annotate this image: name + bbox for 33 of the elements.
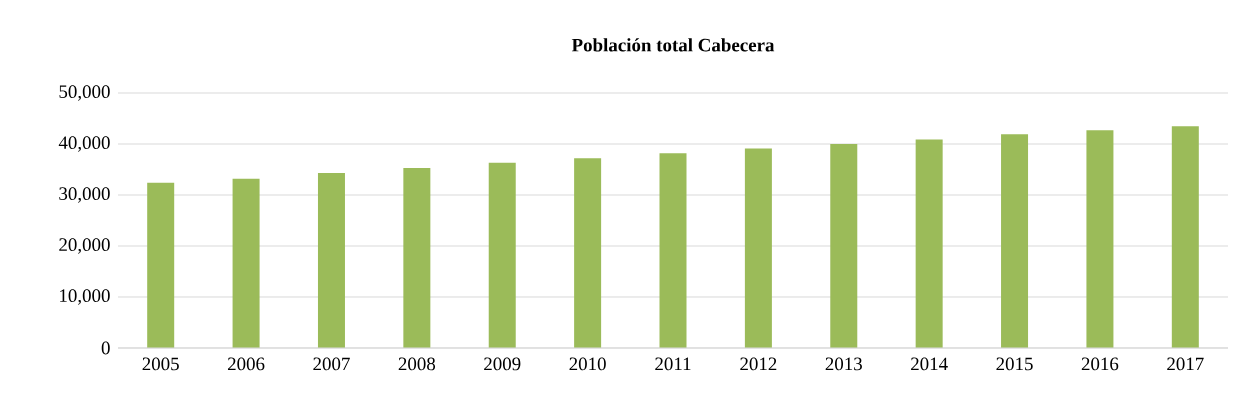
bar (488, 162, 516, 348)
x-tick-label: 2009 (484, 357, 521, 371)
y-tick-label: 30,000 (59, 187, 110, 203)
x-tick-label: 2005 (142, 357, 179, 371)
bar (830, 144, 858, 348)
y-tick-label: 40,000 (58, 136, 110, 152)
y-tick-label: 50,000 (59, 85, 110, 101)
bar (915, 139, 943, 348)
x-tick-label: 2007 (313, 357, 350, 371)
chart-title: Población total Cabecera (571, 38, 775, 52)
bar (1001, 134, 1029, 348)
bar (1171, 126, 1199, 348)
x-tick-label: 2008 (398, 357, 436, 371)
x-tick-label: 2011 (655, 357, 691, 371)
bar (147, 182, 175, 348)
y-tick-label: 20,000 (59, 238, 110, 254)
bar (1086, 130, 1114, 348)
bar (659, 153, 687, 348)
y-tick-label: 10,000 (60, 289, 110, 305)
bar (744, 148, 772, 348)
y-tick-label: 0 (101, 341, 110, 355)
x-tick-label: 2010 (569, 357, 606, 371)
x-tick-label: 2006 (227, 357, 265, 371)
bar (574, 158, 602, 348)
bar (317, 173, 345, 348)
x-tick-label: 2017 (1167, 357, 1204, 371)
x-tick-label: 2016 (1081, 357, 1119, 371)
bar (232, 178, 260, 348)
x-tick-label: 2012 (740, 357, 777, 371)
bar (403, 167, 431, 348)
x-tick-label: 2015 (996, 357, 1033, 371)
x-tick-label: 2014 (911, 357, 948, 371)
x-tick-label: 2013 (825, 357, 862, 371)
